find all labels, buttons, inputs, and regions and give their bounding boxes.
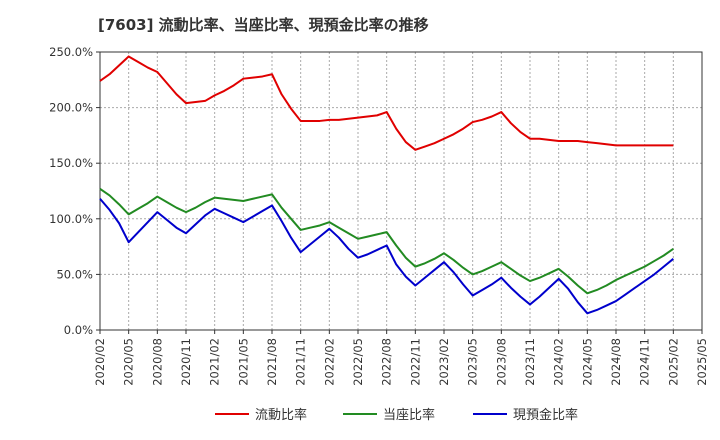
x-tick-label: 2025/05 xyxy=(695,338,709,386)
x-tick-label: 2022/08 xyxy=(380,338,394,386)
x-tick-label: 2024/08 xyxy=(609,338,623,386)
y-tick-label: 0.0% xyxy=(64,323,93,337)
x-tick-label: 2022/11 xyxy=(408,338,422,386)
x-tick-label: 2023/05 xyxy=(466,338,480,386)
x-tick-label: 2023/11 xyxy=(523,338,537,386)
x-tick-label: 2021/08 xyxy=(265,338,279,386)
chart-title: [7603] 流動比率、当座比率、現預金比率の推移 xyxy=(98,16,429,34)
x-tick-label: 2023/02 xyxy=(437,338,451,386)
y-tick-label: 150.0% xyxy=(49,156,93,170)
x-tick-label: 2022/02 xyxy=(322,338,336,386)
x-tick-label: 2023/08 xyxy=(494,338,508,386)
x-tick-label: 2020/11 xyxy=(179,338,193,386)
x-tick-label: 2024/11 xyxy=(638,338,652,386)
x-tick-label: 2024/05 xyxy=(580,338,594,386)
y-tick-label: 250.0% xyxy=(49,45,93,59)
y-axis: 0.0% 50.0% 100.0% 150.0% 200.0% 250.0% xyxy=(49,45,100,337)
x-tick-label: 2021/05 xyxy=(236,338,250,386)
series-line-2 xyxy=(99,187,674,295)
series-lines xyxy=(99,55,674,315)
legend-label-2: 当座比率 xyxy=(383,407,435,423)
x-tick-label: 2021/02 xyxy=(208,338,222,386)
x-tick-label: 2020/02 xyxy=(93,338,107,386)
y-tick-label: 100.0% xyxy=(49,212,93,226)
series-line-3 xyxy=(99,198,674,315)
series-line-1 xyxy=(99,55,674,151)
y-tick-label: 200.0% xyxy=(49,101,93,115)
x-tick-label: 2020/08 xyxy=(150,338,164,386)
y-tick-label: 50.0% xyxy=(56,267,93,281)
legend-label-1: 流動比率 xyxy=(255,407,307,423)
plot-frame xyxy=(99,51,703,331)
x-tick-label: 2022/05 xyxy=(351,338,365,386)
x-axis: 2020/02 2020/05 2020/08 2020/11 2021/02 2021/… xyxy=(93,330,709,386)
x-tick-label: 2025/02 xyxy=(666,338,680,386)
x-tick-label: 2020/05 xyxy=(122,338,136,386)
legend: 流動比率 当座比率 現預金比率 xyxy=(215,407,578,423)
x-tick-label: 2021/11 xyxy=(294,338,308,386)
grid-lines xyxy=(99,51,703,331)
legend-label-3: 現預金比率 xyxy=(513,407,578,423)
x-tick-label: 2024/02 xyxy=(552,338,566,386)
